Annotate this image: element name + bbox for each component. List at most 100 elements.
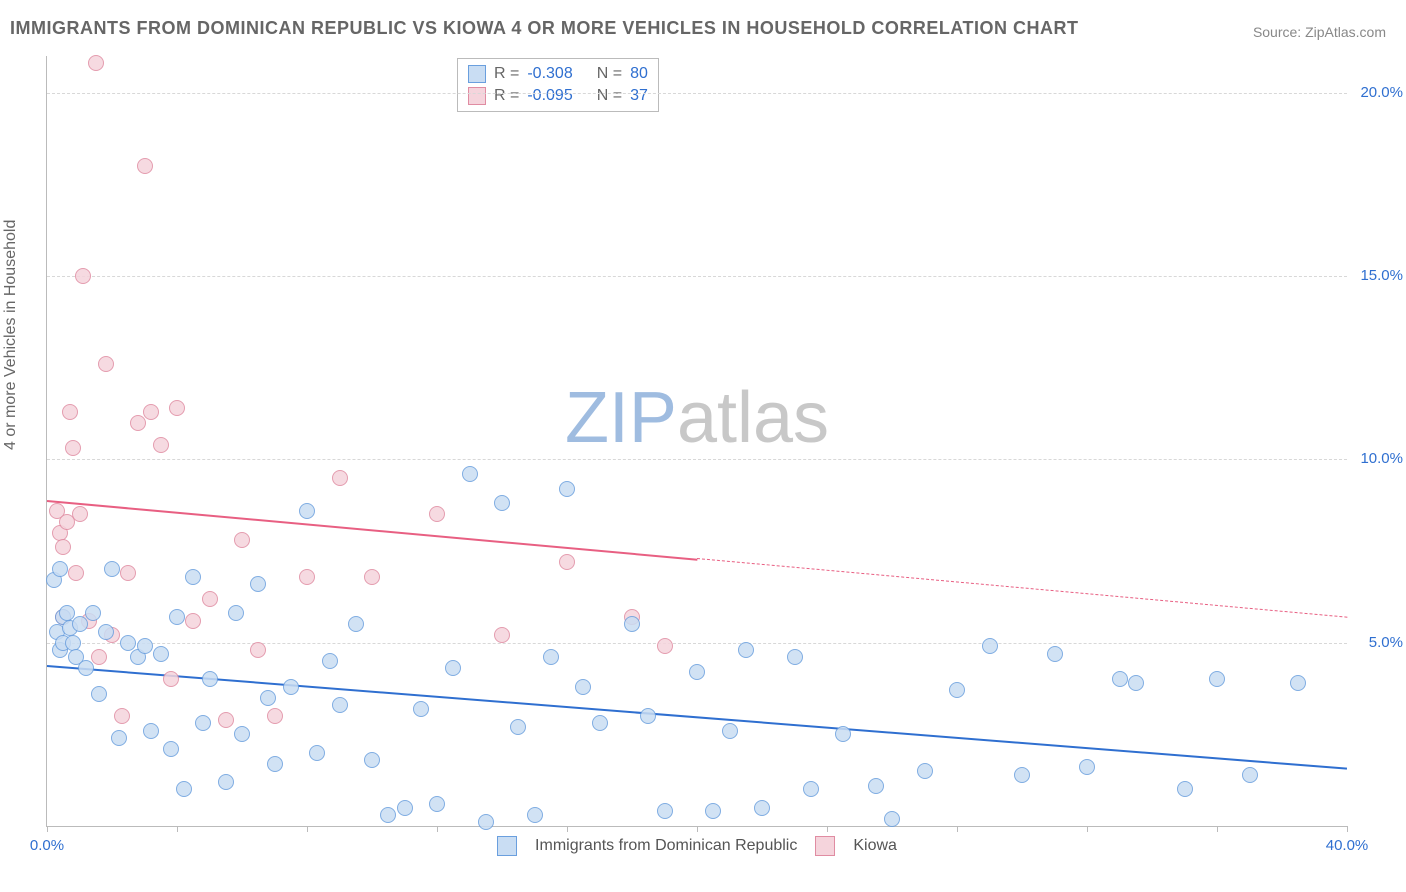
bottom-legend: Immigrants from Dominican Republic Kiowa (47, 836, 1347, 856)
data-point-kiowa (75, 268, 91, 284)
data-point-kiowa (91, 649, 107, 665)
data-point-dom (543, 649, 559, 665)
corr-swatch-kiowa (468, 87, 486, 105)
legend-label-dom: Immigrants from Dominican Republic (535, 837, 797, 855)
corr-row-kiowa: R =-0.095N =37 (468, 85, 648, 107)
data-point-dom (348, 616, 364, 632)
y-tick-label: 15.0% (1349, 267, 1403, 284)
data-point-dom (250, 576, 266, 592)
source-attribution: Source: ZipAtlas.com (1253, 24, 1386, 40)
data-point-dom (111, 730, 127, 746)
chart-title: IMMIGRANTS FROM DOMINICAN REPUBLIC VS KI… (10, 18, 1079, 39)
data-point-dom (397, 800, 413, 816)
watermark-atlas: atlas (677, 378, 829, 458)
data-point-kiowa (65, 440, 81, 456)
x-tick-mark (1087, 826, 1088, 832)
data-point-dom (78, 660, 94, 676)
data-point-kiowa (153, 437, 169, 453)
data-point-dom (137, 638, 153, 654)
data-point-dom (738, 642, 754, 658)
data-point-dom (1014, 767, 1030, 783)
data-point-dom (143, 723, 159, 739)
data-point-dom (299, 503, 315, 519)
data-point-dom (494, 495, 510, 511)
data-point-kiowa (55, 539, 71, 555)
corr-r-value-dom: -0.308 (527, 65, 572, 83)
data-point-kiowa (120, 565, 136, 581)
data-point-dom (104, 561, 120, 577)
data-point-kiowa (62, 404, 78, 420)
y-tick-label: 5.0% (1349, 634, 1403, 651)
data-point-dom (917, 763, 933, 779)
corr-r-value-kiowa: -0.095 (527, 87, 572, 105)
data-point-dom (445, 660, 461, 676)
data-point-dom (380, 807, 396, 823)
data-point-dom (462, 466, 478, 482)
data-point-kiowa (68, 565, 84, 581)
data-point-dom (640, 708, 656, 724)
y-axis-label: 4 or more Vehicles in Household (2, 220, 20, 450)
data-point-kiowa (299, 569, 315, 585)
data-point-kiowa (72, 506, 88, 522)
x-tick-label: 40.0% (1326, 837, 1369, 854)
legend-swatch-dom (497, 836, 517, 856)
data-point-kiowa (218, 712, 234, 728)
x-tick-label: 0.0% (30, 837, 64, 854)
data-point-dom (260, 690, 276, 706)
data-point-dom (575, 679, 591, 695)
source-name: ZipAtlas.com (1305, 24, 1386, 40)
data-point-dom (234, 726, 250, 742)
data-point-kiowa (98, 356, 114, 372)
data-point-dom (1128, 675, 1144, 691)
data-point-dom (332, 697, 348, 713)
data-point-dom (527, 807, 543, 823)
corr-n-value-dom: 80 (630, 65, 648, 83)
data-point-kiowa (143, 404, 159, 420)
data-point-kiowa (137, 158, 153, 174)
data-point-kiowa (332, 470, 348, 486)
data-point-dom (309, 745, 325, 761)
corr-row-dom: R =-0.308N =80 (468, 63, 648, 85)
data-point-kiowa (234, 532, 250, 548)
data-point-kiowa (494, 627, 510, 643)
data-point-kiowa (559, 554, 575, 570)
data-point-kiowa (185, 613, 201, 629)
data-point-dom (322, 653, 338, 669)
data-point-dom (364, 752, 380, 768)
data-point-kiowa (429, 506, 445, 522)
data-point-dom (689, 664, 705, 680)
x-tick-mark (957, 826, 958, 832)
data-point-dom (283, 679, 299, 695)
gridline (47, 643, 1347, 644)
y-tick-label: 10.0% (1349, 450, 1403, 467)
data-point-dom (1209, 671, 1225, 687)
trendline-dom-solid (47, 665, 1347, 770)
x-tick-mark (1347, 826, 1348, 832)
data-point-dom (228, 605, 244, 621)
data-point-kiowa (163, 671, 179, 687)
data-point-dom (1290, 675, 1306, 691)
x-tick-mark (47, 826, 48, 832)
trendline-kiowa-dashed (697, 558, 1347, 618)
data-point-dom (624, 616, 640, 632)
corr-r-label: R = (494, 65, 519, 83)
gridline (47, 93, 1347, 94)
y-tick-label: 20.0% (1349, 84, 1403, 101)
corr-n-label: N = (597, 87, 622, 105)
data-point-kiowa (267, 708, 283, 724)
corr-swatch-dom (468, 65, 486, 83)
data-point-dom (1079, 759, 1095, 775)
data-point-dom (218, 774, 234, 790)
data-point-dom (120, 635, 136, 651)
data-point-kiowa (657, 638, 673, 654)
data-point-kiowa (88, 55, 104, 71)
data-point-dom (98, 624, 114, 640)
data-point-dom (429, 796, 445, 812)
source-prefix: Source: (1253, 24, 1305, 40)
gridline (47, 459, 1347, 460)
corr-r-label: R = (494, 87, 519, 105)
data-point-kiowa (114, 708, 130, 724)
data-point-dom (195, 715, 211, 731)
data-point-dom (835, 726, 851, 742)
data-point-dom (202, 671, 218, 687)
